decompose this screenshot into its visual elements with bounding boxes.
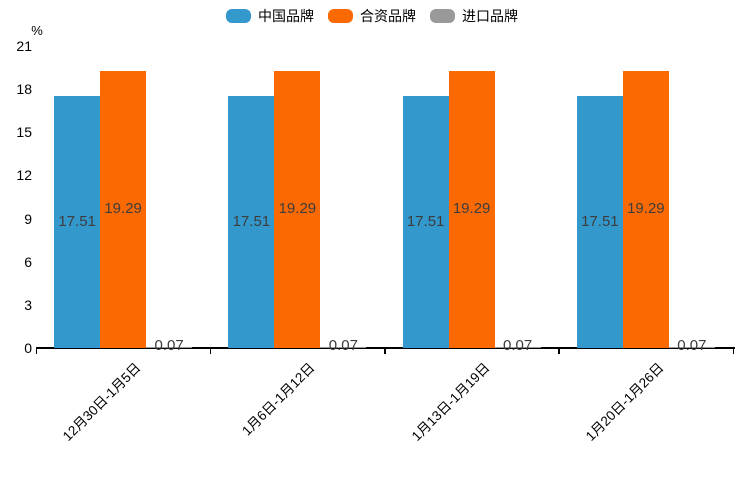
y-tick-label: 18 (16, 81, 32, 98)
x-axis-tick (209, 349, 212, 354)
legend-swatch-icon (430, 9, 455, 23)
legend-swatch-icon (328, 9, 353, 23)
bar-中国品牌 (402, 96, 449, 348)
bar-value-label: 19.29 (452, 200, 491, 218)
bar-value-label: 0.07 (154, 337, 184, 354)
bar-合资品牌 (274, 70, 321, 348)
x-category-label: 12月30日-1月5日 (59, 360, 144, 444)
legend-swatch-icon (226, 9, 251, 23)
legend-item-3[interactable]: 进口品牌 (430, 9, 518, 23)
bar-value-label: 0.07 (503, 337, 533, 354)
bar-中国品牌 (576, 96, 623, 348)
bar-合资品牌 (100, 70, 147, 348)
x-axis-tick (384, 349, 386, 354)
bar-value-label: 17.51 (581, 213, 619, 231)
legend: 中国品牌 合资品牌 进口品牌 (0, 9, 744, 23)
y-tick-label: 15 (16, 124, 32, 141)
legend-label: 中国品牌 (258, 8, 314, 24)
bar-中国品牌 (54, 96, 101, 348)
bar-中国品牌 (228, 96, 275, 348)
legend-label: 进口品牌 (462, 8, 518, 24)
bar-value-label: 19.29 (627, 200, 665, 218)
legend-item-2[interactable]: 合资品牌 (328, 9, 416, 23)
bar-value-label: 17.51 (58, 213, 96, 231)
x-category-label: 1月13日-1月19日 (408, 360, 493, 444)
bar-value-label: 19.29 (278, 200, 317, 218)
bar-进口品牌 (668, 346, 715, 348)
bar-合资品牌 (622, 70, 669, 348)
y-tick-label: 12 (16, 167, 32, 184)
y-tick-label: 6 (24, 253, 32, 270)
bar-value-label: 17.51 (232, 213, 271, 231)
bar-value-label: 19.29 (104, 200, 142, 218)
bar-进口品牌 (146, 346, 193, 348)
y-tick-label: 9 (24, 210, 32, 227)
x-category-label: 1月20日-1月26日 (582, 360, 667, 444)
bar-进口品牌 (320, 346, 367, 348)
x-axis-tick (558, 349, 560, 354)
y-tick-label: 21 (16, 38, 32, 54)
x-axis-line (36, 347, 735, 349)
legend-item-1[interactable]: 中国品牌 (226, 9, 314, 23)
x-category-label: 1月6日-1月12日 (239, 360, 318, 439)
bar-value-label: 0.07 (328, 337, 358, 354)
y-axis-unit-label: % (31, 23, 43, 38)
bar-value-label: 17.51 (406, 213, 445, 231)
legend-label: 合资品牌 (360, 8, 416, 24)
bar-value-label: 0.07 (677, 337, 707, 354)
y-tick-label: 0 (24, 340, 32, 356)
bar-合资品牌 (448, 70, 495, 348)
y-tick-label: 3 (24, 296, 32, 313)
bar-进口品牌 (494, 346, 541, 348)
x-axis-tick (732, 349, 734, 354)
x-axis-tick (35, 349, 37, 354)
